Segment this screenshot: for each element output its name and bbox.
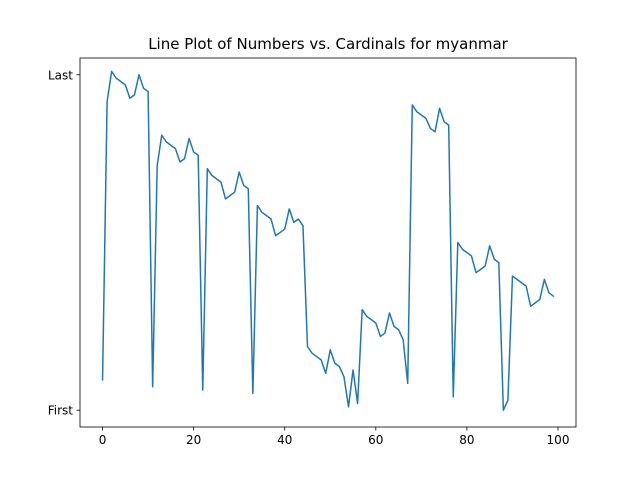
x-tick-label: 40	[277, 433, 292, 447]
plot-area	[80, 58, 576, 427]
y-tick-label: Last	[48, 68, 73, 82]
x-tick-label: 20	[186, 433, 201, 447]
series-line-0	[101, 70, 555, 411]
axes: 0 20 40 60 80 100 First Last	[48, 57, 577, 447]
x-tick-label: 100	[547, 433, 570, 447]
x-tick-label: 80	[459, 433, 474, 447]
chart-title: Line Plot of Numbers vs. Cardinals for m…	[148, 35, 508, 53]
y-tick-label: First	[48, 404, 74, 418]
x-tick-label: 60	[368, 433, 383, 447]
axes-frame	[79, 57, 577, 428]
x-tick-label: 0	[99, 433, 107, 447]
